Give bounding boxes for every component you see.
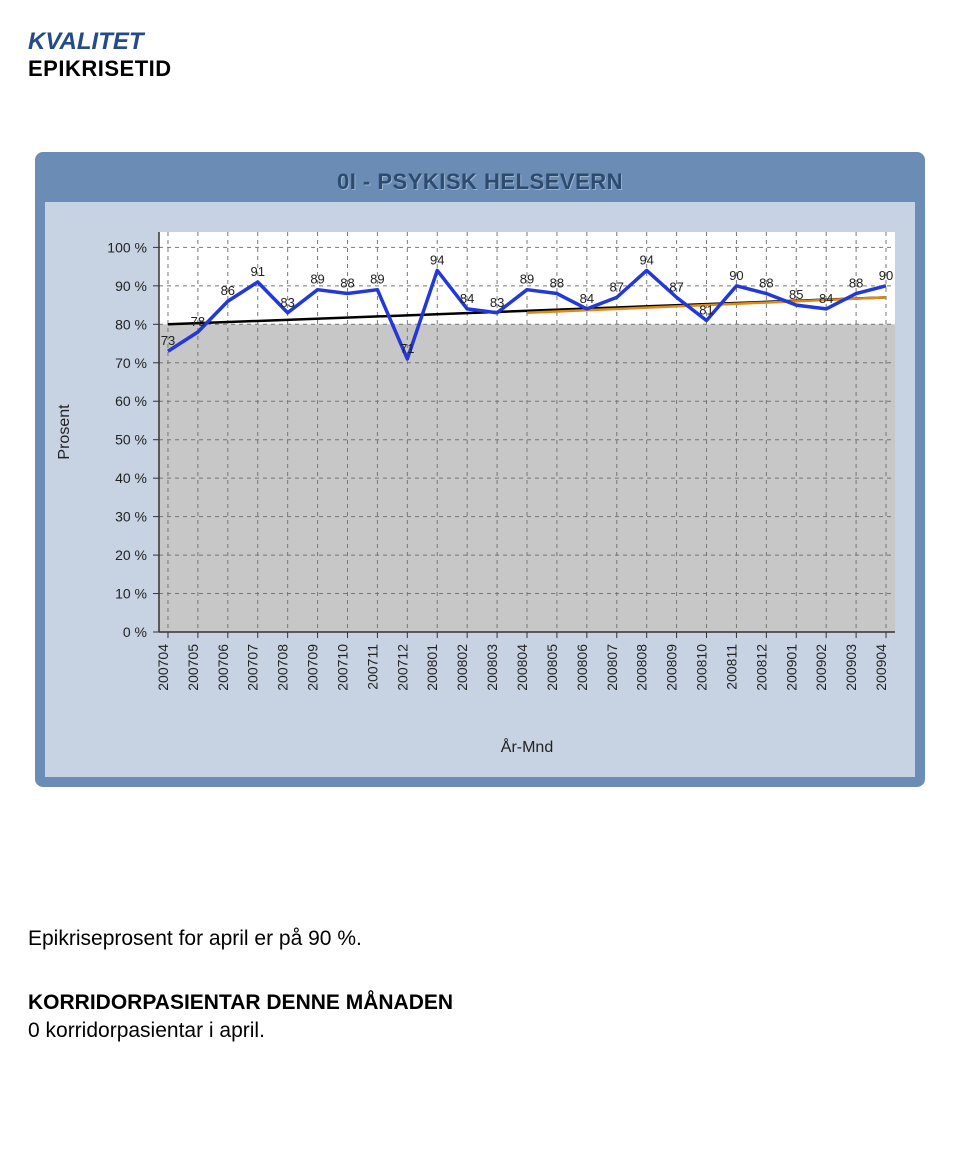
y-tick-label: 0 % (123, 624, 147, 640)
x-tick-label: 200707 (245, 644, 261, 691)
x-tick-label: 200803 (484, 644, 500, 691)
value-label: 94 (430, 252, 444, 267)
value-label: 94 (639, 252, 653, 267)
y-tick-label: 100 % (107, 239, 147, 255)
x-tick-label: 200708 (275, 644, 291, 691)
value-label: 81 (699, 302, 713, 317)
section-heading: KORRIDORPASIENTAR DENNE MÅNADEN (28, 991, 932, 1015)
x-tick-label: 200902 (813, 644, 829, 691)
x-tick-label: 200705 (185, 644, 201, 691)
value-label: 78 (191, 314, 205, 329)
value-label: 84 (460, 291, 474, 306)
value-label: 88 (849, 276, 863, 291)
section-text: 0 korridorpasientar i april. (28, 1019, 932, 1043)
line-chart: 0 % 10 % 20 % 30 % 40 % 50 % 60 % 70 % 80 % 90 % 1… (49, 222, 909, 762)
y-tick-label: 50 % (115, 432, 147, 448)
x-tick-label: 200804 (514, 644, 530, 691)
y-axis-label: Prosent (56, 404, 73, 460)
value-label: 84 (819, 291, 833, 306)
value-label: 85 (789, 287, 803, 302)
x-tick-label: 200807 (604, 644, 620, 691)
value-label: 87 (610, 279, 624, 294)
x-tick-label: 200711 (364, 644, 380, 690)
value-label: 83 (280, 295, 294, 310)
body-text: Epikriseprosent for april er på 90 %. (28, 927, 932, 951)
y-tick-label: 20 % (115, 547, 147, 563)
value-label: 88 (759, 276, 773, 291)
chart-body: 0 % 10 % 20 % 30 % 40 % 50 % 60 % 70 % 80 % 90 % 1… (45, 202, 915, 777)
page-title-epikrisetid: EPIKRISETID (28, 56, 932, 82)
y-tick-label: 80 % (115, 316, 147, 332)
page-title-kvalitet: KVALITET (28, 28, 932, 56)
chart-title: 0I - PSYKISK HELSEVERN (45, 162, 915, 202)
x-tick-label: 200805 (544, 644, 560, 691)
x-tick-label: 200802 (454, 644, 470, 691)
y-tick-label: 60 % (115, 393, 147, 409)
value-label: 91 (250, 264, 264, 279)
x-tick-label: 200710 (334, 644, 350, 691)
chart-panel: 0I - PSYKISK HELSEVERN 0 % 10 % 20 % 30 % 40… (35, 152, 925, 787)
value-label: 86 (221, 283, 235, 298)
value-label: 88 (340, 276, 354, 291)
x-tick-label: 200712 (394, 644, 410, 691)
x-tick-label: 200810 (694, 644, 710, 691)
y-tick-label: 40 % (115, 470, 147, 486)
x-tick-label: 200903 (843, 644, 859, 691)
value-label: 71 (400, 341, 414, 356)
y-tick-label: 90 % (115, 278, 147, 294)
y-tick-label: 70 % (115, 355, 147, 371)
x-tick-label: 200811 (723, 644, 739, 690)
value-label: 84 (580, 291, 594, 306)
x-tick-label: 200704 (155, 644, 171, 691)
x-axis-label: År-Mnd (501, 737, 553, 756)
value-label: 87 (669, 279, 683, 294)
x-tick-label: 200801 (424, 644, 440, 691)
x-tick-label: 200706 (215, 644, 231, 691)
value-label: 89 (310, 272, 324, 287)
value-label: 83 (490, 295, 504, 310)
value-label: 90 (729, 268, 743, 283)
x-tick-label: 200809 (664, 644, 680, 691)
y-tick-label: 10 % (115, 586, 147, 602)
x-tick-label: 200808 (634, 644, 650, 691)
value-label: 88 (550, 276, 564, 291)
value-label: 89 (370, 272, 384, 287)
x-tick-label: 200904 (873, 644, 889, 691)
x-tick-label: 200806 (574, 644, 590, 691)
x-tick-label: 200812 (753, 644, 769, 691)
value-label: 73 (161, 333, 175, 348)
value-label: 90 (879, 268, 893, 283)
x-tick-label: 200709 (305, 644, 321, 691)
x-tick-label: 200901 (783, 644, 799, 691)
value-label: 89 (520, 272, 534, 287)
y-tick-label: 30 % (115, 509, 147, 525)
